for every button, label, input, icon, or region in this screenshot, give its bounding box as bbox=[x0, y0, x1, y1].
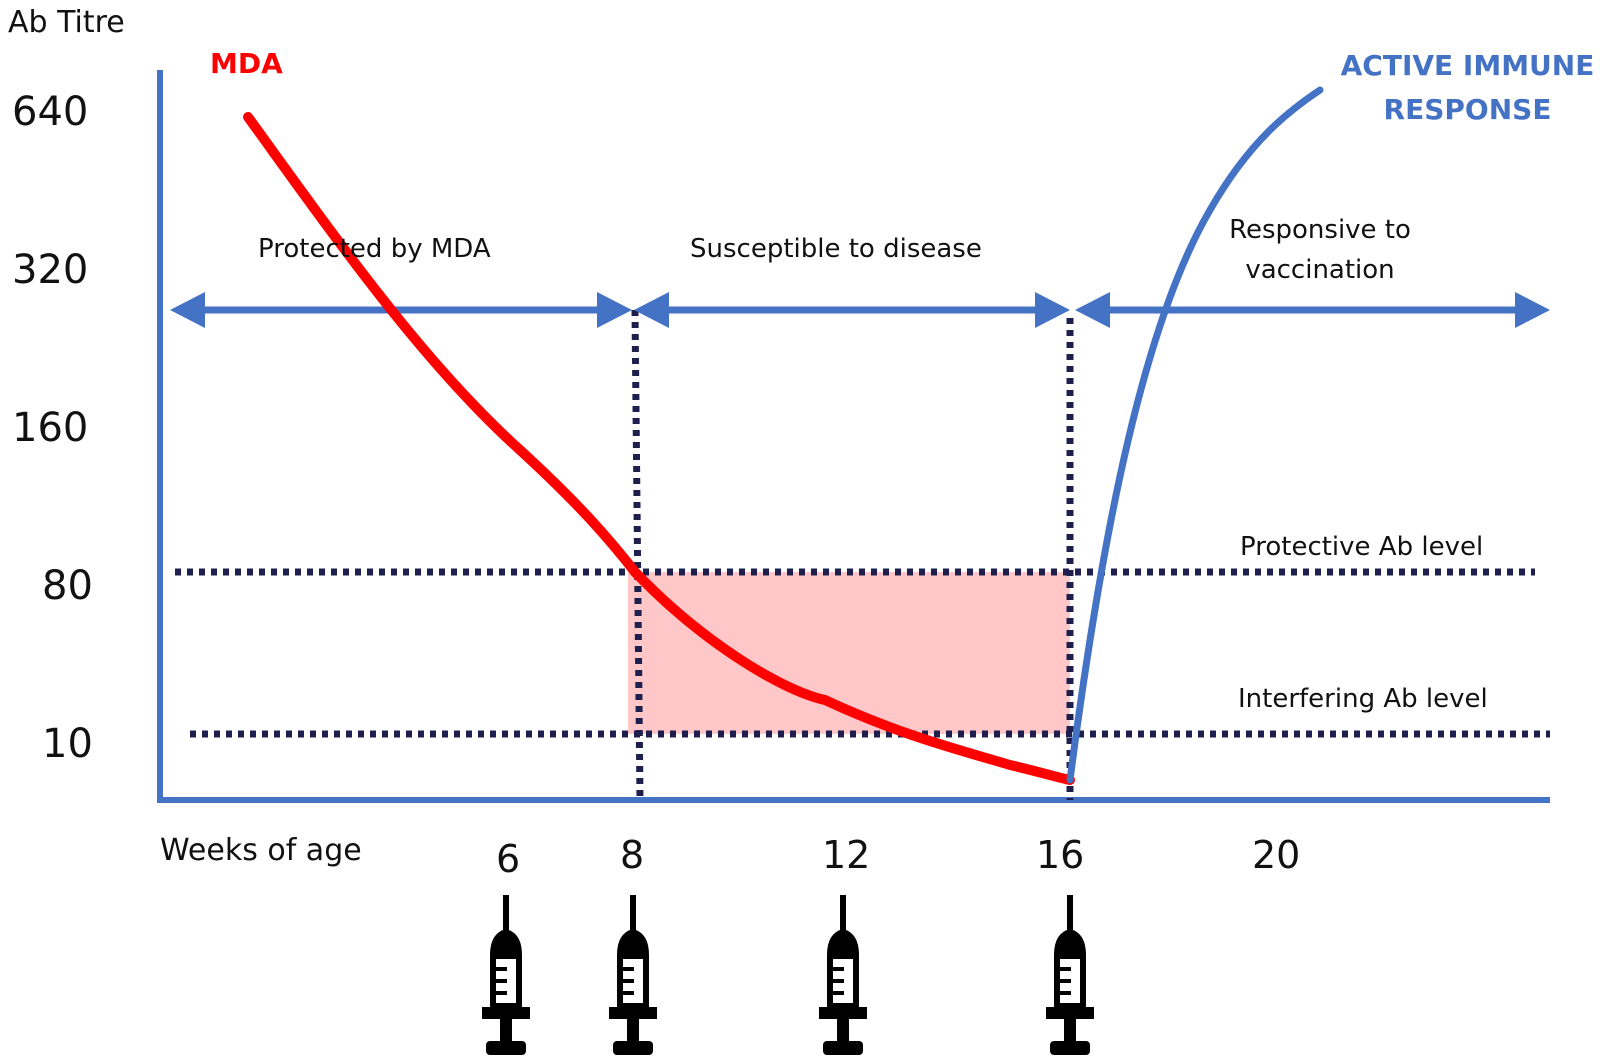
x-tick-6: 6 bbox=[496, 837, 521, 881]
protective-level-label: Protective Ab level bbox=[1240, 532, 1484, 562]
syringe-icon bbox=[1046, 895, 1094, 1055]
mda-curve bbox=[243, 112, 1075, 785]
interfering-level-label: Interfering Ab level bbox=[1238, 684, 1488, 714]
syringe-icon bbox=[482, 895, 530, 1055]
active-immune-curve bbox=[1066, 86, 1324, 784]
active-immune-label-line1: ACTIVE IMMUNE bbox=[1340, 49, 1595, 82]
susceptible-arrow bbox=[634, 292, 1070, 328]
mda-label: MDA bbox=[210, 47, 283, 80]
responsive-arrow bbox=[1075, 292, 1550, 328]
protected-label: Protected by MDA bbox=[258, 234, 491, 264]
active-immune-label-line2: RESPONSE bbox=[1383, 93, 1552, 126]
y-tick-80: 80 bbox=[42, 563, 93, 609]
susceptible-label: Susceptible to disease bbox=[690, 234, 982, 264]
x-axis-title: Weeks of age bbox=[160, 833, 362, 868]
responsive-label: Responsive to vaccination bbox=[1205, 210, 1435, 290]
x-tick-12: 12 bbox=[822, 833, 871, 877]
y-tick-160: 160 bbox=[12, 405, 89, 451]
responsive-label-line1: Responsive to bbox=[1229, 215, 1411, 245]
protected-arrow bbox=[170, 292, 632, 328]
x-tick-8: 8 bbox=[620, 833, 645, 877]
x-tick-16: 16 bbox=[1036, 833, 1085, 877]
syringe-icon bbox=[819, 895, 867, 1055]
responsive-label-line2: vaccination bbox=[1245, 255, 1395, 285]
week-8-marker bbox=[631, 309, 644, 801]
x-tick-20: 20 bbox=[1252, 833, 1301, 877]
y-tick-320: 320 bbox=[12, 247, 89, 293]
y-tick-640: 640 bbox=[12, 89, 89, 135]
syringe-icon bbox=[609, 895, 657, 1055]
y-axis-title: Ab Titre bbox=[8, 5, 125, 40]
y-tick-10: 10 bbox=[42, 721, 93, 767]
active-immune-label: ACTIVE IMMUNE RESPONSE bbox=[1335, 44, 1600, 132]
